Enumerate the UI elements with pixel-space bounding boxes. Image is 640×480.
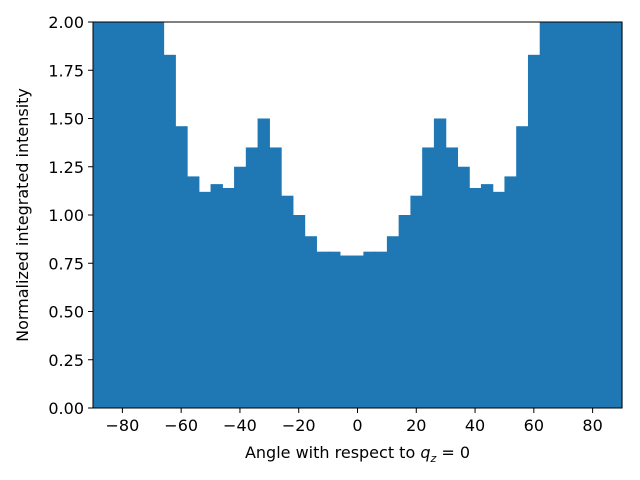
histogram-bar: [598, 22, 611, 408]
y-tick-label: 0.00: [48, 399, 84, 418]
x-tick-label: 40: [465, 416, 485, 435]
y-tick-label: 2.00: [48, 13, 84, 32]
histogram-bar: [187, 176, 200, 408]
x-tick-label: −80: [106, 416, 140, 435]
histogram-bar: [457, 166, 470, 408]
y-tick-label: 0.25: [48, 351, 84, 370]
histogram-bar: [386, 236, 400, 408]
histogram-bar: [210, 184, 223, 408]
histogram-bar: [445, 147, 459, 408]
x-tick-label: −40: [223, 416, 257, 435]
histogram-bar: [586, 22, 600, 408]
histogram-bar: [433, 118, 447, 408]
histogram-bar: [116, 22, 129, 408]
histogram-bar: [163, 54, 176, 409]
x-tick-label: 80: [582, 416, 602, 435]
histogram-bar: [257, 118, 270, 408]
x-axis-label: Angle with respect to qz = 0: [245, 443, 470, 465]
x-tick-label: 0: [352, 416, 362, 435]
y-axis-label: Normalized integrated intensity: [13, 88, 32, 342]
histogram-bar: [269, 147, 282, 408]
histogram-bar: [328, 251, 341, 408]
histogram-bar: [292, 215, 306, 408]
histogram-bar: [304, 236, 317, 408]
histogram-bar: [339, 255, 353, 408]
histogram-bar: [93, 22, 106, 408]
histogram-bar: [563, 22, 576, 408]
histogram-bar: [363, 251, 376, 408]
histogram-bar: [222, 187, 235, 408]
histogram-bar: [480, 184, 494, 408]
bars-group: [93, 22, 623, 409]
histogram-bar: [398, 215, 411, 408]
histogram-bar: [151, 22, 165, 408]
histogram-bar: [316, 251, 329, 408]
histogram-bar: [492, 191, 506, 408]
histogram-bar: [469, 187, 482, 408]
y-tick-label: 0.50: [48, 303, 84, 322]
histogram-bar: [516, 126, 529, 408]
histogram-bar: [281, 195, 294, 408]
x-tick-label: −60: [164, 416, 198, 435]
x-tick-label: −20: [282, 416, 316, 435]
y-axis-ticks: 0.00 0.25 0.50 0.75 1.00 1.25 1.50 1.75 2.00: [48, 13, 93, 418]
x-axis-ticks: −80 −60 −40 −20 0 20 40 60 80: [106, 408, 603, 435]
histogram-bar: [504, 176, 517, 408]
histogram-bar: [104, 22, 118, 408]
y-tick-label: 1.00: [48, 206, 84, 225]
x-axis-label-math-sub: z: [429, 452, 436, 465]
histogram-bar: [128, 22, 141, 408]
histogram-bar: [351, 255, 364, 408]
histogram-bar: [234, 166, 247, 408]
y-tick-label: 0.75: [48, 254, 84, 273]
histogram-bar: [551, 22, 564, 408]
y-tick-label: 1.75: [48, 61, 84, 80]
histogram-bar: [175, 126, 188, 408]
y-tick-label: 1.25: [48, 158, 84, 177]
histogram-bar: [198, 191, 212, 408]
histogram-bar: [245, 147, 259, 408]
histogram-bar: [610, 22, 623, 408]
x-axis-label-math-rest: = 0: [436, 443, 470, 462]
x-axis-label-math-var: q: [420, 443, 430, 462]
x-tick-label: 20: [406, 416, 426, 435]
histogram-bar: [422, 147, 435, 408]
histogram-bar: [140, 22, 153, 408]
x-axis-label-text: Angle with respect to: [245, 443, 420, 462]
histogram-bar: [539, 22, 553, 408]
histogram-bar: [574, 22, 588, 408]
x-tick-label: 60: [524, 416, 544, 435]
histogram-bar: [527, 54, 541, 409]
histogram-bar: [410, 195, 423, 408]
histogram-bar: [375, 251, 388, 408]
y-tick-label: 1.50: [48, 110, 84, 129]
